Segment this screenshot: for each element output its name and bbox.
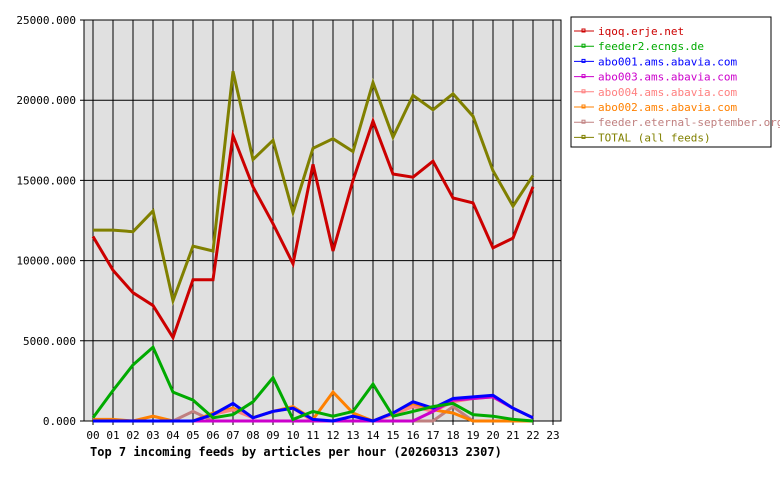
series-line-0 [91,116,535,342]
y-tick-label: 5000.000 [23,335,76,348]
x-tick-label: 03 [146,429,159,442]
y-axis: 0.000 5000.000 10000.000 15000.000 20000.000… [16,14,76,428]
legend-label: abo001.ams.abavia.com [598,55,737,68]
series-line-1 [91,344,534,423]
chart-title: Top 7 incoming feeds by articles per hou… [90,445,502,459]
x-tick-label: 13 [346,429,359,442]
series-line-7 [93,70,535,307]
x-tick-label: 09 [266,429,279,442]
legend-label: feeder2.ecngs.de [598,40,704,53]
x-tick-label: 23 [546,429,559,442]
x-tick-label: 22 [526,429,539,442]
x-tick-label: 07 [226,429,239,442]
legend [570,16,772,148]
y-tick-label: 10000.000 [16,255,76,268]
x-tick-label: 15 [386,429,399,442]
legend-marker [581,43,586,48]
legend-marker [581,28,586,33]
legend-marker [581,104,586,109]
x-tick-label: 16 [406,429,419,442]
x-tick-label: 08 [246,429,259,442]
legend-label: abo003.ams.abavia.com [598,71,737,84]
x-tick-label: 21 [506,429,519,442]
x-tick-label: 11 [306,429,319,442]
series-line-2 [93,393,534,423]
legend-marker [581,119,586,124]
x-tick-label: 04 [166,429,180,442]
y-tick-label: 15000.000 [16,174,76,187]
y-tick-label: 25000.000 [16,14,76,27]
x-tick-label: 17 [426,429,439,442]
x-tick-label: 05 [186,429,199,442]
legend-items: iqoq.erje.net feeder2.ecngs.de abo001.ams.… [574,25,780,144]
legend-marker [581,134,586,139]
x-tick-label: 00 [86,429,99,442]
legend-label: abo004.ams.abavia.com [598,86,737,99]
legend-marker [581,89,586,94]
x-tick-label: 18 [446,429,459,442]
series-lines [91,70,535,423]
x-tick-label: 06 [206,429,219,442]
x-tick-label: 19 [466,429,479,442]
x-tick-label: 01 [106,429,119,442]
legend-label: TOTAL (all feeds) [598,131,711,144]
x-tick-label: 14 [366,429,380,442]
x-tick-label: 10 [286,429,299,442]
x-axis: 00 01 02 03 04 05 06 07 08 09 10 11 12 13 14 15 16 17 18 19… [86,429,559,442]
y-tick-label: 0.000 [43,415,76,428]
y-tick-label: 20000.000 [16,94,76,107]
legend-marker [581,58,586,63]
legend-label: abo002.ams.abavia.com [598,101,737,114]
legend-label: feeder.eternal-september.org [598,116,780,129]
legend-marker [581,74,586,79]
x-tick-label: 20 [486,429,499,442]
x-tick-label: 02 [126,429,139,442]
x-tick-label: 12 [326,429,339,442]
legend-label: iqoq.erje.net [598,25,684,38]
